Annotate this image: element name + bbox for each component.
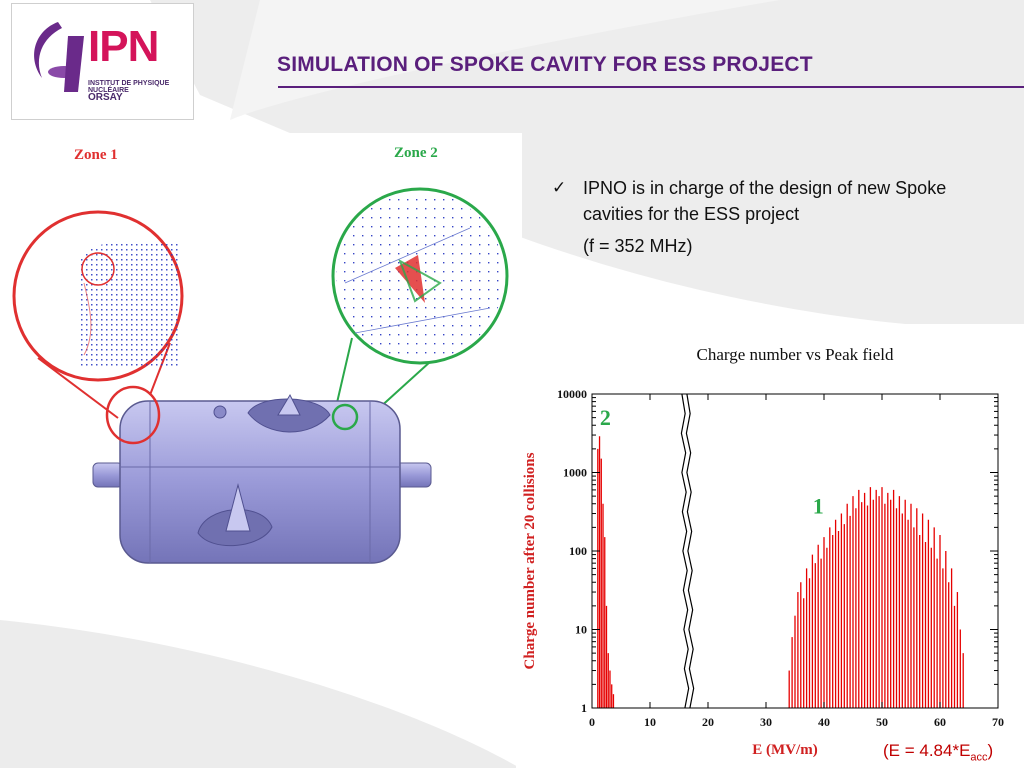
chart-svg: Charge number vs Peak field 0 10 20 30 40 50 60… xyxy=(522,345,1004,758)
note-suffix: ) xyxy=(987,741,994,760)
y-tick-label: 10 xyxy=(575,623,587,637)
note-prefix: (E = 4.84*E xyxy=(883,741,971,760)
zone1-magnifier xyxy=(12,210,184,382)
cavity-drawing xyxy=(12,187,509,564)
field-note: (E = 4.84*Eacc) xyxy=(883,741,993,763)
zone2-label: Zone 2 xyxy=(394,145,438,161)
note-subscript: acc xyxy=(970,751,988,764)
page-title: SIMULATION OF SPOKE CAVITY FOR ESS PROJE… xyxy=(277,53,813,76)
zone1-label: Zone 1 xyxy=(74,147,118,163)
checkmark-icon: ✓ xyxy=(552,178,567,197)
axis-break xyxy=(680,393,690,709)
y-tick-label: 1000 xyxy=(563,466,587,480)
x-tick-label: 10 xyxy=(644,715,656,729)
x-axis-label: E (MV/m) xyxy=(752,742,817,758)
zone-annotation: 1 xyxy=(813,494,824,519)
x-tick-label: 50 xyxy=(876,715,888,729)
chart-title: Charge number vs Peak field xyxy=(696,345,894,364)
logo-city: ORSAY xyxy=(88,92,123,103)
axis-break xyxy=(685,393,695,709)
logo-text: IPN xyxy=(88,22,159,71)
charge-chart: Charge number vs Peak field 0 10 20 30 40 50 60… xyxy=(516,324,1024,768)
zone-annotation: 2 xyxy=(600,405,611,430)
logo-subtitle: INSTITUT DE PHYSIQUE NUCLÉAIRE xyxy=(88,80,170,94)
x-tick-label: 30 xyxy=(760,715,772,729)
y-axis-label: Charge number after 20 collisions xyxy=(522,452,538,669)
zone2-magnifier xyxy=(331,187,509,365)
x-tick-label: 60 xyxy=(934,715,946,729)
x-tick-label: 20 xyxy=(702,715,714,729)
title-divider xyxy=(278,86,1024,88)
x-tick-label: 40 xyxy=(818,715,830,729)
y-tick-label: 1 xyxy=(581,701,587,715)
y-tick-label: 100 xyxy=(569,544,587,558)
cavity-figure: Zone 1 Zone 2 xyxy=(0,133,522,578)
x-tick-label: 70 xyxy=(992,715,1004,729)
y-tick-label: 10000 xyxy=(557,387,587,401)
spoke-cavity xyxy=(92,393,432,564)
ipn-logo: IPN INSTITUT DE PHYSIQUE NUCLÉAIRE ORSAY xyxy=(11,3,194,120)
logo-swoosh-icon xyxy=(34,22,84,92)
frequency-text: (f = 352 MHz) xyxy=(583,236,693,256)
bullet-point: ✓ IPNO is in charge of the design of new… xyxy=(552,175,992,259)
bullet-text: IPNO is in charge of the design of new S… xyxy=(583,178,947,224)
x-tick-label: 0 xyxy=(589,715,595,729)
